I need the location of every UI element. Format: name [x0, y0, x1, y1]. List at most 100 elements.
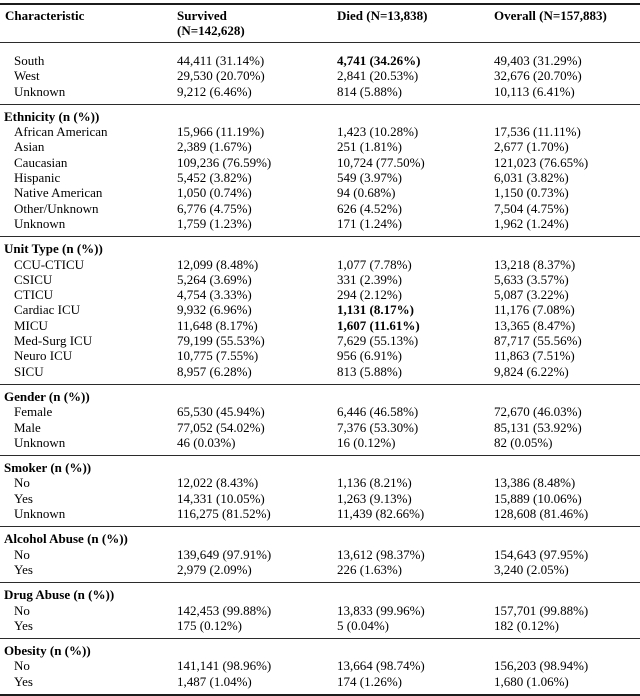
died-cell: 626 (4.52%)	[337, 200, 402, 216]
table-row: No 142,453 (99.88%) 13,833 (99.96%) 157,701…	[0, 603, 640, 618]
overall-cell: 6,031 (3.82%)	[494, 170, 569, 186]
overall-cell: 11,863 (7.51%)	[494, 348, 575, 364]
table-row: SICU 8,957 (6.28%) 813 (5.88%) 9,824 (6.22%…	[0, 364, 640, 385]
survived-cell: 9,212 (6.46%)	[177, 83, 252, 99]
overall-cell: 154,643 (97.95%)	[494, 546, 589, 562]
overall-cell: 1,680 (1.06%)	[494, 673, 569, 689]
row-label: South	[14, 53, 45, 68]
died-cell: 331 (2.39%)	[337, 271, 402, 287]
row-label: No	[14, 546, 30, 562]
died-cell: 4,741 (34.26%)	[337, 53, 421, 68]
table-row: Native American 1,050 (0.74%) 94 (0.68%) 1,…	[0, 185, 640, 200]
row-label: Hispanic	[14, 170, 61, 186]
died-cell: 13,664 (98.74%)	[337, 658, 425, 674]
row-label: No	[14, 658, 30, 674]
overall-cell: 1,150 (0.73%)	[494, 185, 569, 201]
section-title: Unit Type (n (%))	[4, 241, 103, 257]
table-row: Asian 2,389 (1.67%) 251 (1.81%) 2,677 (1.70…	[0, 139, 640, 154]
row-label: SICU	[14, 363, 44, 379]
survived-cell: 14,331 (10.05%)	[177, 490, 265, 506]
table-section: Gender (n (%)) Female 65,530 (45.94%) 6,446…	[0, 384, 640, 455]
survived-cell: 6,776 (4.75%)	[177, 200, 252, 216]
col-header-overall: Overall (N=157,883)	[494, 8, 607, 23]
survived-cell: 65,530 (45.94%)	[177, 404, 265, 420]
table-section: Ethnicity (n (%)) African American 15,966 …	[0, 104, 640, 236]
section-title-row: Gender (n (%))	[0, 384, 640, 404]
died-cell: 13,833 (99.96%)	[337, 602, 425, 618]
patient-characteristics-table: Characteristic Survived (N=142,628) Died…	[0, 3, 640, 696]
overall-cell: 2,677 (1.70%)	[494, 139, 569, 155]
table-row: Female 65,530 (45.94%) 6,446 (46.58%) 72,67…	[0, 404, 640, 419]
survived-cell: 109,236 (76.59%)	[177, 154, 272, 170]
died-cell: 226 (1.63%)	[337, 561, 402, 577]
section-title-row: Obesity (n (%))	[0, 639, 640, 659]
survived-cell: 15,966 (11.19%)	[177, 124, 265, 140]
overall-cell: 49,403 (31.29%)	[494, 53, 582, 68]
survived-cell: 9,932 (6.96%)	[177, 302, 252, 318]
survived-cell: 10,775 (7.55%)	[177, 348, 259, 364]
survived-header-line2: (N=142,628)	[177, 23, 245, 38]
table-section: South 44,411 (31.14%) 4,741 (34.26%) 49,403…	[0, 43, 640, 105]
died-cell: 171 (1.24%)	[337, 215, 402, 231]
table-row: Unknown 9,212 (6.46%) 814 (5.88%) 10,113 (6…	[0, 84, 640, 105]
survived-cell: 175 (0.12%)	[177, 617, 242, 633]
table-row: Yes 175 (0.12%) 5 (0.04%) 182 (0.12%)	[0, 618, 640, 639]
overall-cell: 13,386 (8.48%)	[494, 475, 576, 491]
overall-cell: 5,633 (3.57%)	[494, 271, 569, 287]
table-row: Hispanic 5,452 (3.82%) 549 (3.97%) 6,031 (3…	[0, 170, 640, 185]
overall-cell: 3,240 (2.05%)	[494, 561, 569, 577]
died-cell: 16 (0.12%)	[337, 434, 396, 450]
table-row: No 141,141 (98.96%) 13,664 (98.74%) 156,203…	[0, 658, 640, 673]
table-row: Other/Unknown 6,776 (4.75%) 626 (4.52%) 7,5…	[0, 201, 640, 216]
table-row: African American 15,966 (11.19%) 1,423 (10…	[0, 124, 640, 139]
survived-cell: 29,530 (20.70%)	[177, 68, 265, 84]
table-row: CCU-CTICU 12,099 (8.48%) 1,077 (7.78%) 13,2…	[0, 257, 640, 272]
survived-cell: 8,957 (6.28%)	[177, 363, 252, 379]
row-label: Neuro ICU	[14, 348, 73, 364]
died-cell: 2,841 (20.53%)	[337, 68, 419, 84]
survived-header-line1: Survived	[177, 8, 227, 23]
died-cell: 13,612 (98.37%)	[337, 546, 425, 562]
table-row: Yes 2,979 (2.09%) 226 (1.63%) 3,240 (2.05%)	[0, 562, 640, 583]
table-section: Smoker (n (%)) No 12,022 (8.43%) 1,136 (8.2…	[0, 455, 640, 527]
survived-cell: 116,275 (81.52%)	[177, 506, 271, 522]
table-header: Characteristic Survived (N=142,628) Died…	[0, 4, 640, 43]
table-row: No 12,022 (8.43%) 1,136 (8.21%) 13,386 (8.4…	[0, 475, 640, 490]
survived-cell: 141,141 (98.96%)	[177, 658, 272, 674]
died-cell: 1,136 (8.21%)	[337, 475, 412, 491]
row-label: No	[14, 475, 30, 491]
died-cell: 814 (5.88%)	[337, 83, 402, 99]
section-title-row: Ethnicity (n (%))	[0, 104, 640, 124]
overall-cell: 9,824 (6.22%)	[494, 363, 569, 379]
survived-cell: 79,199 (55.53%)	[177, 333, 265, 349]
overall-cell: 15,889 (10.06%)	[494, 490, 582, 506]
table-row: Caucasian 109,236 (76.59%) 10,724 (77.50%)…	[0, 155, 640, 170]
overall-cell: 10,113 (6.41%)	[494, 83, 575, 99]
overall-cell: 156,203 (98.94%)	[494, 658, 589, 674]
table-row: No 139,649 (97.91%) 13,612 (98.37%) 154,643…	[0, 547, 640, 562]
survived-cell: 11,648 (8.17%)	[177, 317, 258, 333]
table-row: Unknown 46 (0.03%) 16 (0.12%) 82 (0.05%)	[0, 435, 640, 456]
died-cell: 813 (5.88%)	[337, 363, 402, 379]
survived-cell: 139,649 (97.91%)	[177, 546, 272, 562]
col-header-died: Died (N=13,838)	[337, 8, 428, 23]
row-label: Native American	[14, 185, 103, 201]
row-label: Unknown	[14, 506, 66, 522]
died-cell: 1,263 (9.13%)	[337, 490, 412, 506]
row-label: Unknown	[14, 434, 66, 450]
survived-cell: 12,099 (8.48%)	[177, 256, 259, 272]
overall-cell: 87,717 (55.56%)	[494, 333, 582, 349]
survived-cell: 1,050 (0.74%)	[177, 185, 252, 201]
died-cell: 1,423 (10.28%)	[337, 124, 419, 140]
row-label: Other/Unknown	[14, 200, 99, 216]
row-label: Yes	[14, 673, 33, 689]
section-title-row: Unit Type (n (%))	[0, 237, 640, 257]
section-title-row: Smoker (n (%))	[0, 456, 640, 476]
died-cell: 174 (1.26%)	[337, 673, 402, 689]
row-label: CTICU	[14, 287, 53, 303]
survived-cell: 77,052 (54.02%)	[177, 419, 265, 435]
survived-cell: 142,453 (99.88%)	[177, 602, 272, 618]
died-cell: 294 (2.12%)	[337, 287, 402, 303]
row-label: Unknown	[14, 215, 66, 231]
